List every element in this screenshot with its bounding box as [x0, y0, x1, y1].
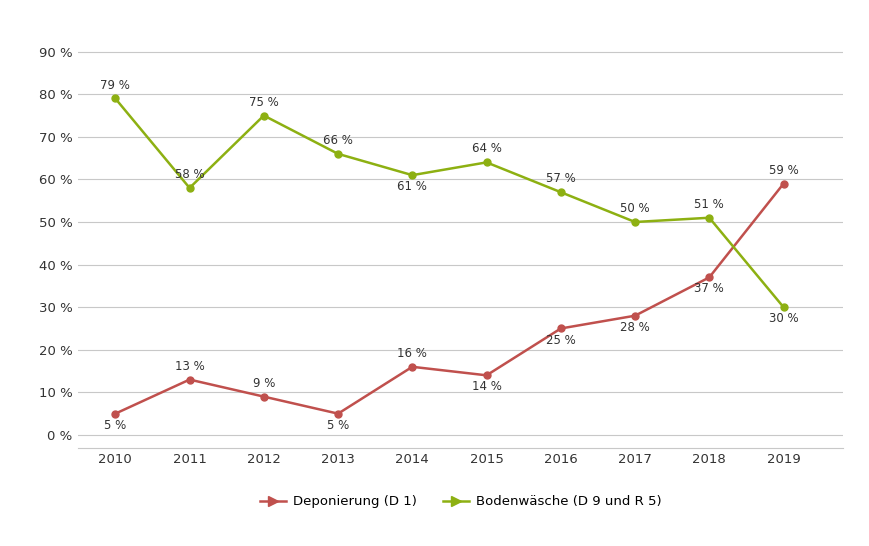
Text: 59 %: 59 %: [769, 164, 799, 177]
Text: 66 %: 66 %: [323, 134, 353, 147]
Text: 14 %: 14 %: [472, 381, 501, 393]
Text: 58 %: 58 %: [175, 168, 204, 181]
Text: 16 %: 16 %: [397, 347, 428, 360]
Text: 5 %: 5 %: [327, 419, 349, 432]
Text: 25 %: 25 %: [546, 334, 575, 347]
Text: 37 %: 37 %: [694, 282, 724, 295]
Text: 9 %: 9 %: [253, 377, 275, 390]
Text: 28 %: 28 %: [620, 321, 650, 334]
Text: 75 %: 75 %: [249, 96, 279, 109]
Text: 13 %: 13 %: [175, 360, 204, 372]
Text: 50 %: 50 %: [620, 202, 650, 215]
Text: 64 %: 64 %: [472, 143, 501, 156]
Text: 5 %: 5 %: [104, 419, 127, 432]
Text: 61 %: 61 %: [397, 180, 428, 193]
Text: 57 %: 57 %: [546, 172, 575, 185]
Legend: Deponierung (D 1), Bodenwäsche (D 9 und R 5): Deponierung (D 1), Bodenwäsche (D 9 und …: [255, 490, 667, 514]
Text: 79 %: 79 %: [101, 79, 130, 92]
Text: 51 %: 51 %: [694, 198, 724, 211]
Text: 30 %: 30 %: [769, 312, 799, 325]
